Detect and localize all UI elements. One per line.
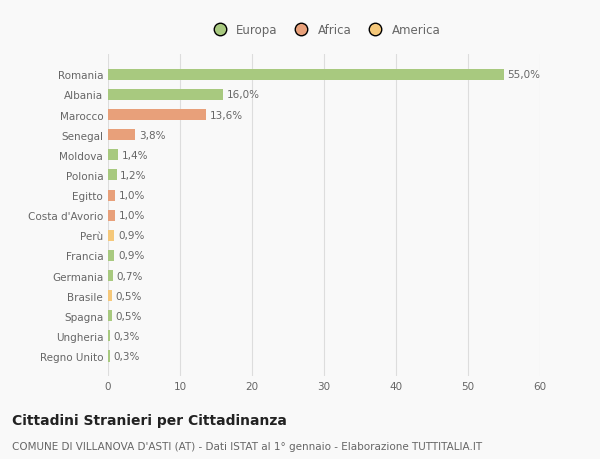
Text: 13,6%: 13,6% — [209, 110, 242, 120]
Bar — [108, 291, 112, 302]
Bar — [108, 150, 118, 161]
Text: COMUNE DI VILLANOVA D'ASTI (AT) - Dati ISTAT al 1° gennaio - Elaborazione TUTTIT: COMUNE DI VILLANOVA D'ASTI (AT) - Dati I… — [12, 441, 482, 451]
Text: 0,7%: 0,7% — [116, 271, 143, 281]
Bar — [108, 250, 115, 262]
Bar — [108, 170, 116, 181]
Bar — [108, 90, 223, 101]
Text: 1,2%: 1,2% — [120, 171, 147, 180]
Text: 0,9%: 0,9% — [118, 251, 145, 261]
Text: 1,0%: 1,0% — [119, 190, 145, 201]
Text: 0,3%: 0,3% — [114, 331, 140, 341]
Text: 0,9%: 0,9% — [118, 231, 145, 241]
Text: 16,0%: 16,0% — [227, 90, 260, 100]
Bar — [108, 130, 136, 141]
Bar — [108, 210, 115, 221]
Bar — [108, 110, 206, 121]
Text: 55,0%: 55,0% — [508, 70, 541, 80]
Bar — [108, 351, 110, 362]
Text: 1,4%: 1,4% — [122, 151, 148, 161]
Bar — [108, 311, 112, 322]
Text: Cittadini Stranieri per Cittadinanza: Cittadini Stranieri per Cittadinanza — [12, 413, 287, 427]
Bar — [108, 230, 115, 241]
Legend: Europa, Africa, America: Europa, Africa, America — [203, 19, 445, 42]
Text: 0,3%: 0,3% — [114, 351, 140, 361]
Text: 1,0%: 1,0% — [119, 211, 145, 221]
Bar — [108, 70, 504, 81]
Text: 0,5%: 0,5% — [115, 311, 142, 321]
Bar — [108, 330, 110, 341]
Bar — [108, 190, 115, 201]
Text: 3,8%: 3,8% — [139, 130, 166, 140]
Text: 0,5%: 0,5% — [115, 291, 142, 301]
Bar — [108, 270, 113, 281]
